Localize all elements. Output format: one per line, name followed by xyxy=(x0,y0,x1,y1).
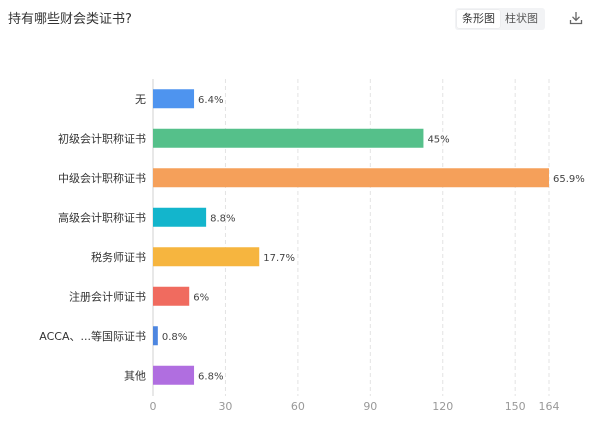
category-label: 其他 xyxy=(124,369,146,382)
x-tick-label: 30 xyxy=(218,400,232,413)
category-label: 注册会计师证书 xyxy=(69,289,146,303)
bar-chart-option[interactable]: 条形图 xyxy=(457,10,500,28)
view-toggle: 条形图 柱状图 xyxy=(455,8,545,30)
x-tick-label: 60 xyxy=(291,400,305,413)
bar xyxy=(153,326,158,346)
value-label: 0.8% xyxy=(162,332,187,343)
bar xyxy=(153,207,207,227)
value-label: 17.7% xyxy=(263,253,295,264)
bar xyxy=(153,247,260,267)
x-tick-label: 0 xyxy=(150,400,157,413)
category-label: 初级会计职称证书 xyxy=(58,131,146,145)
category-label: ACCA、...等国际证书 xyxy=(39,329,146,343)
bar xyxy=(153,286,190,306)
category-label: 无 xyxy=(135,93,146,106)
category-label: 中级会计职称证书 xyxy=(58,171,146,185)
value-label: 6% xyxy=(193,292,209,303)
bar xyxy=(153,365,195,385)
value-label: 6.8% xyxy=(198,371,223,382)
chart-title: 持有哪些财会类证书? xyxy=(8,12,132,27)
download-icon[interactable] xyxy=(568,10,584,26)
x-tick-label: 90 xyxy=(363,400,377,413)
value-label: 65.9% xyxy=(553,174,585,185)
category-label: 税务师证书 xyxy=(91,250,146,264)
value-label: 6.4% xyxy=(198,95,223,106)
bar xyxy=(153,128,424,148)
x-tick-label: 164 xyxy=(539,400,560,413)
column-chart-option[interactable]: 柱状图 xyxy=(505,12,538,25)
category-label: 高级会计职称证书 xyxy=(58,210,146,224)
value-label: 45% xyxy=(427,134,449,145)
x-tick-label: 120 xyxy=(432,400,453,413)
x-tick-label: 150 xyxy=(505,400,526,413)
bar xyxy=(153,168,549,188)
value-label: 8.8% xyxy=(210,213,235,224)
bar xyxy=(153,89,195,109)
